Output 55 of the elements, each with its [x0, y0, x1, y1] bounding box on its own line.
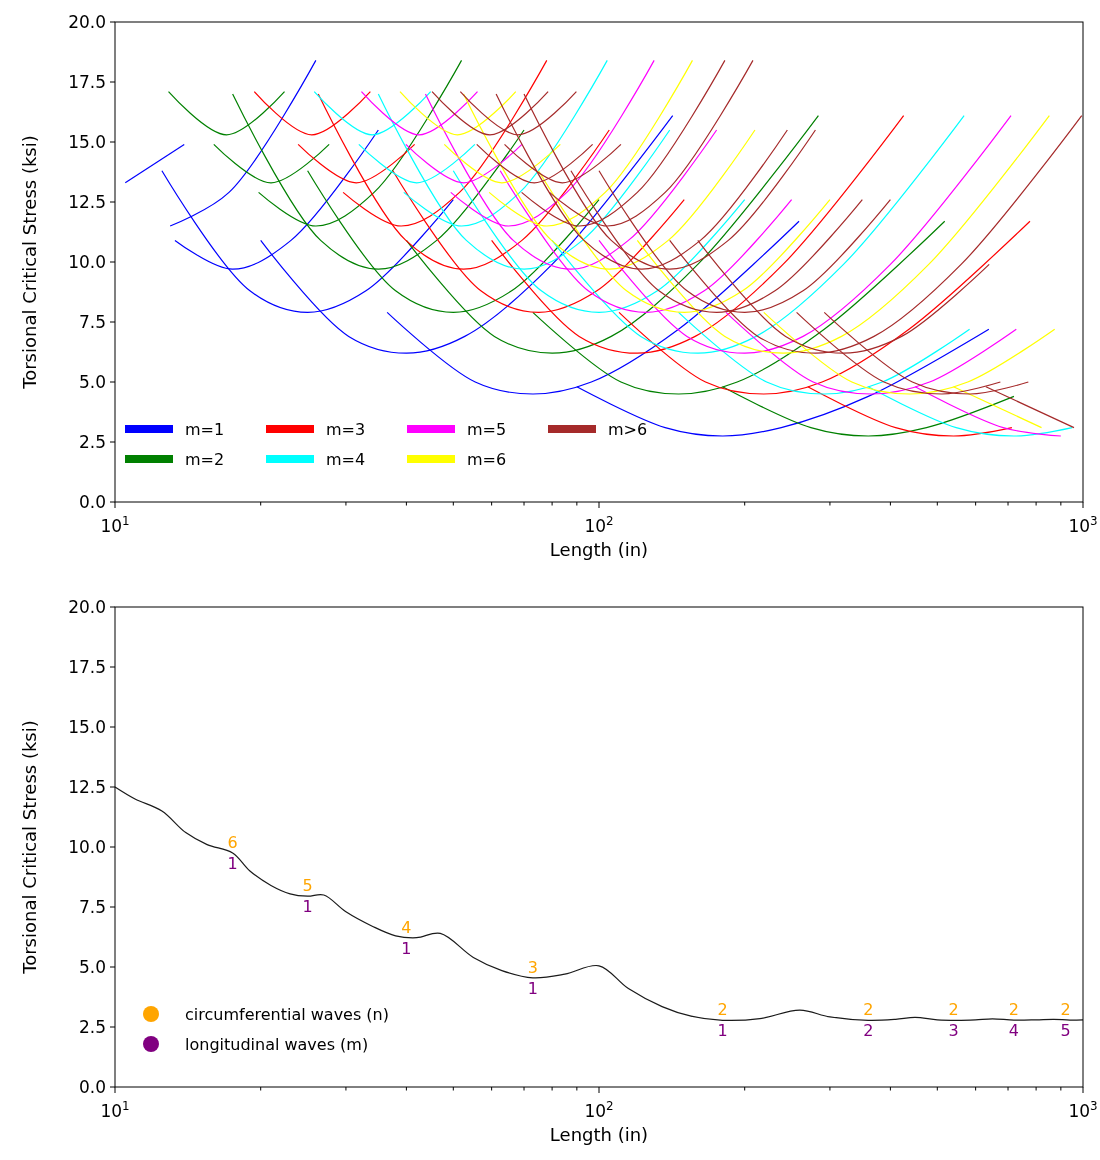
- annotation: 1: [401, 938, 412, 958]
- x-tick-label: 10$^{3}$: [1068, 1099, 1098, 1121]
- annotation: 4: [1008, 1021, 1020, 1041]
- annotation: 1: [717, 1021, 728, 1041]
- y-tick-label: 10.0: [68, 837, 106, 857]
- x-tick-label: 10$^{3}$: [1068, 514, 1098, 536]
- y-axis-title: Torsional Critical Stress (ksi): [19, 135, 40, 390]
- annotation: 5: [302, 876, 313, 896]
- x-axis-title: Length (in): [549, 1124, 649, 1145]
- y-tick-label: 2.5: [78, 1017, 106, 1037]
- y-tick-label: 2.5: [78, 432, 106, 452]
- y-tick-label: 0.0: [78, 492, 106, 512]
- y-tick-label: 12.5: [68, 777, 106, 797]
- legend-label: circumferential waves (n): [185, 1005, 389, 1024]
- legend-label: m>6: [608, 420, 648, 439]
- annotation: 5: [1060, 1021, 1071, 1041]
- x-tick-label: 10$^{1}$: [100, 514, 130, 536]
- legend-label: m=1: [185, 420, 225, 439]
- annotation: 3: [527, 957, 538, 977]
- y-tick-label: 7.5: [78, 312, 106, 332]
- x-tick-label: 10$^{2}$: [584, 514, 614, 536]
- annotation: 2: [1008, 1000, 1020, 1020]
- y-tick-label: 12.5: [68, 192, 106, 212]
- x-axis-title: Length (in): [549, 539, 649, 560]
- y-tick-label: 17.5: [68, 72, 106, 92]
- y-axis-title: Torsional Critical Stress (ksi): [19, 720, 40, 975]
- annotation: 2: [863, 1000, 874, 1020]
- y-tick-label: 15.0: [68, 132, 106, 152]
- annotation: 4: [401, 917, 412, 937]
- x-tick-label: 10$^{2}$: [584, 1099, 614, 1121]
- y-tick-label: 5.0: [78, 372, 106, 392]
- legend-label: m=2: [185, 450, 225, 469]
- annotation: 6: [227, 833, 238, 852]
- legend-label: m=5: [467, 420, 507, 439]
- y-tick-label: 0.0: [78, 1077, 106, 1097]
- annotation: 2: [948, 1000, 959, 1020]
- y-tick-label: 20.0: [68, 597, 106, 617]
- y-tick-label: 5.0: [78, 957, 106, 977]
- y-tick-label: 15.0: [68, 717, 106, 737]
- y-tick-label: 20.0: [68, 12, 106, 32]
- annotation: 1: [227, 854, 238, 873]
- y-tick-label: 17.5: [68, 657, 106, 677]
- legend-label: longitudinal waves (m): [185, 1035, 369, 1054]
- annotation: 2: [717, 1000, 728, 1020]
- y-tick-label: 10.0: [68, 252, 106, 272]
- x-tick-label: 10$^{1}$: [100, 1099, 130, 1121]
- annotation: 3: [948, 1021, 959, 1041]
- annotation: 1: [302, 897, 313, 917]
- annotation: 2: [863, 1021, 874, 1041]
- y-tick-label: 7.5: [78, 897, 106, 917]
- annotation: 2: [1060, 1000, 1071, 1020]
- annotation: 1: [527, 978, 538, 998]
- legend-label: m=4: [326, 450, 366, 469]
- legend-label: m=3: [326, 420, 366, 439]
- legend-label: m=6: [467, 450, 507, 469]
